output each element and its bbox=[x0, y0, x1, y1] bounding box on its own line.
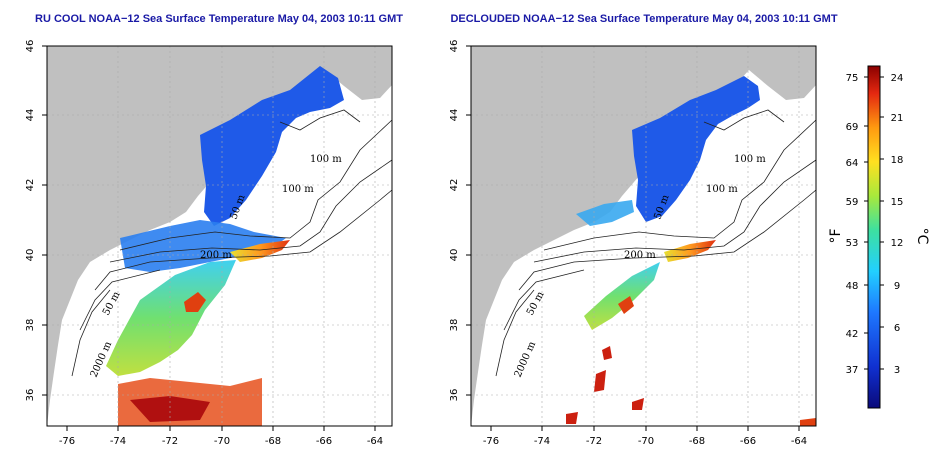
colorbar-f-tick: 59 bbox=[846, 197, 859, 208]
left-land bbox=[47, 46, 392, 426]
left-y-tick-label: 36 bbox=[25, 389, 36, 402]
left-y-tick-label: 46 bbox=[25, 40, 36, 53]
right-x-tick-label: -76 bbox=[483, 436, 499, 447]
colorbar-c-tick: 3 bbox=[894, 365, 900, 376]
right-y-tick-label: 38 bbox=[449, 319, 460, 332]
left-contour-label: 200 m bbox=[200, 250, 232, 261]
colorbar-c-tick: 9 bbox=[894, 281, 900, 292]
right-x-tick-label: -70 bbox=[638, 436, 654, 447]
colorbar-f-tick: 42 bbox=[846, 329, 859, 340]
left-panel-title: RU COOL NOAA−12 Sea Surface Temperature … bbox=[35, 13, 403, 25]
left-warm-eddy bbox=[184, 292, 206, 312]
left-tick-marks bbox=[42, 45, 376, 431]
right-warm-spot bbox=[566, 412, 578, 424]
left-x-tick-label: -72 bbox=[162, 436, 178, 447]
right-y-tick-label: 40 bbox=[449, 249, 460, 262]
right-x-tick-label: -68 bbox=[689, 436, 705, 447]
colorbar-f-tick: 53 bbox=[846, 238, 859, 249]
right-tick-marks bbox=[466, 45, 800, 431]
right-land bbox=[471, 46, 816, 426]
colorbar-f-tick: 64 bbox=[846, 158, 859, 169]
right-warm-spot bbox=[632, 398, 644, 410]
right-y-tick-label: 42 bbox=[449, 179, 460, 192]
colorbar-c-tick: 6 bbox=[894, 323, 900, 334]
left-gulf-cold-water bbox=[200, 66, 344, 226]
left-y-tick-label: 40 bbox=[25, 249, 36, 262]
left-x-tick-label: -76 bbox=[59, 436, 75, 447]
colorbar-tick-marks bbox=[864, 76, 884, 370]
right-bathymetry-contours bbox=[495, 109, 816, 377]
right-warm-spot bbox=[800, 418, 816, 426]
left-shelf-water bbox=[120, 220, 286, 272]
colorbar-c-tick: 12 bbox=[891, 238, 904, 249]
right-x-tick-label: -64 bbox=[791, 436, 807, 447]
right-y-tick-label: 36 bbox=[449, 389, 460, 402]
right-y-tick-label: 46 bbox=[449, 40, 460, 53]
colorbar-fahrenheit-unit: °F bbox=[828, 228, 844, 243]
right-y-tick-label: 44 bbox=[449, 109, 460, 122]
right-contour-label: 100 m bbox=[706, 184, 738, 195]
colorbar-f-tick: 75 bbox=[846, 73, 859, 84]
right-warm-eddy bbox=[618, 296, 634, 314]
left-south-hot bbox=[130, 396, 210, 422]
left-graticule bbox=[47, 46, 392, 426]
colorbar-f-tick: 69 bbox=[846, 122, 859, 133]
colorbar-c-tick: 24 bbox=[891, 73, 904, 84]
right-contour-label: 200 m bbox=[624, 250, 656, 261]
left-map: 100 m 100 m 50 m 200 m 50 m 2000 m -76 -… bbox=[25, 40, 393, 447]
colorbar-f-tick: 48 bbox=[846, 281, 859, 292]
colorbar-f-tick: 37 bbox=[846, 365, 859, 376]
left-x-tick-label: -70 bbox=[214, 436, 230, 447]
left-y-tick-label: 42 bbox=[25, 179, 36, 192]
left-x-tick-label: -66 bbox=[316, 436, 332, 447]
left-map-frame bbox=[46, 45, 393, 427]
right-graticule bbox=[471, 46, 816, 426]
colorbar-c-tick: 21 bbox=[891, 113, 904, 124]
colorbar-celsius-unit: °C bbox=[914, 228, 930, 245]
colorbar-gradient bbox=[867, 65, 881, 409]
left-y-tick-label: 38 bbox=[25, 319, 36, 332]
colorbar: 75 69 64 59 53 48 42 37 24 21 18 15 12 9… bbox=[828, 65, 930, 409]
right-x-tick-label: -66 bbox=[740, 436, 756, 447]
left-contour-label: 100 m bbox=[282, 184, 314, 195]
right-map: 100 m 100 m 50 m 200 m 50 m 2000 m -76 -… bbox=[449, 40, 817, 447]
colorbar-c-tick: 15 bbox=[891, 197, 904, 208]
left-x-tick-label: -74 bbox=[110, 436, 126, 447]
right-warm-spot bbox=[594, 370, 606, 392]
right-panel-title: DECLOUDED NOAA−12 Sea Surface Temperatur… bbox=[450, 13, 837, 25]
left-y-tick-label: 44 bbox=[25, 109, 36, 122]
left-contour-label: 100 m bbox=[310, 154, 342, 165]
right-gulf-cold-water bbox=[632, 76, 760, 222]
right-x-tick-label: -74 bbox=[534, 436, 550, 447]
right-contour-label: 100 m bbox=[734, 154, 766, 165]
right-slope-water bbox=[584, 262, 660, 330]
right-x-tick-label: -72 bbox=[586, 436, 602, 447]
right-warm-spot bbox=[602, 346, 612, 360]
left-slope-water bbox=[106, 260, 236, 376]
left-x-tick-label: -64 bbox=[367, 436, 383, 447]
left-x-tick-label: -68 bbox=[265, 436, 281, 447]
colorbar-c-tick: 18 bbox=[891, 155, 904, 166]
right-shelf-patches bbox=[576, 200, 634, 226]
left-bathymetry-contours bbox=[71, 109, 392, 377]
right-map-frame bbox=[470, 45, 817, 427]
